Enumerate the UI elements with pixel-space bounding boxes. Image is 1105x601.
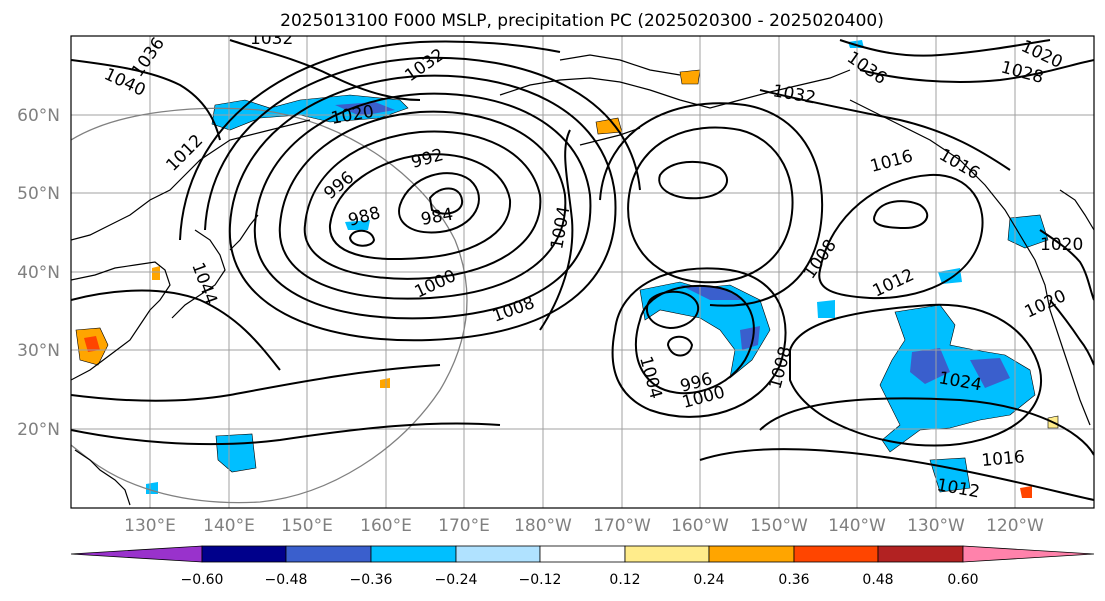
coastlines bbox=[71, 54, 1094, 506]
lon-label: 130°W bbox=[907, 516, 965, 536]
colorbar-tick-labels: −0.60 −0.48 −0.36 −0.24 −0.12 0.12 0.24 … bbox=[181, 572, 979, 588]
colorbar-segment bbox=[624, 545, 710, 563]
contour-label: 1032 bbox=[250, 29, 293, 49]
colorbar-segments bbox=[70, 545, 1095, 563]
lon-label: 150°E bbox=[281, 516, 333, 536]
lon-label: 130°E bbox=[124, 516, 176, 536]
lon-label: 170°W bbox=[593, 516, 651, 536]
colorbar-segment bbox=[962, 545, 1095, 563]
colorbar-tick-label: 0.24 bbox=[693, 572, 724, 588]
colorbar-tick-label: 0.12 bbox=[609, 572, 640, 588]
colorbar-segment bbox=[793, 545, 879, 563]
colorbar-tick-label: −0.24 bbox=[435, 572, 478, 588]
map-frame bbox=[70, 35, 1095, 509]
lon-label: 170°E bbox=[438, 516, 490, 536]
lat-label: 20°N bbox=[17, 420, 60, 440]
colorbar-segment bbox=[70, 545, 203, 563]
colorbar-tick-label: 0.36 bbox=[778, 572, 809, 588]
lat-label: 40°N bbox=[17, 263, 60, 283]
colorbar-tick-label: −0.36 bbox=[350, 572, 393, 588]
lat-label: 50°N bbox=[17, 184, 60, 204]
lat-label: 30°N bbox=[17, 341, 60, 361]
lon-label: 150°W bbox=[750, 516, 808, 536]
longitude-labels: 130°E 140°E 150°E 160°E 170°E 180°W 170°… bbox=[124, 516, 1044, 536]
contour-label: 1020 bbox=[1040, 235, 1083, 255]
colorbar-tick-label: −0.60 bbox=[181, 572, 224, 588]
colorbar-tick-label: −0.48 bbox=[265, 572, 308, 588]
lon-label: 180°W bbox=[514, 516, 572, 536]
isobar-contours bbox=[71, 39, 1094, 501]
lon-label: 140°E bbox=[203, 516, 255, 536]
colorbar-segment bbox=[708, 545, 795, 563]
colorbar-tick-label: −0.12 bbox=[519, 572, 562, 588]
colorbar: −0.60 −0.48 −0.36 −0.24 −0.12 0.12 0.24 … bbox=[70, 545, 1095, 588]
lon-label: 140°W bbox=[828, 516, 886, 536]
lon-label: 120°W bbox=[986, 516, 1044, 536]
lon-label: 160°W bbox=[671, 516, 729, 536]
graticule bbox=[71, 36, 1094, 508]
colorbar-segment bbox=[370, 545, 457, 563]
lon-label: 160°E bbox=[360, 516, 412, 536]
colorbar-tick-label: 0.48 bbox=[862, 572, 893, 588]
colorbar-tick-label: 0.60 bbox=[947, 572, 978, 588]
figure-title: 2025013100 F000 MSLP, precipitation PC (… bbox=[280, 11, 884, 31]
contour-label: 1016 bbox=[981, 447, 1026, 471]
lat-label: 60°N bbox=[17, 106, 60, 126]
colorbar-segment bbox=[285, 545, 372, 563]
map-area: 1032 1036 1040 1032 1020 1036 1032 1016 … bbox=[71, 29, 1094, 508]
latitude-labels: 60°N 50°N 40°N 30°N 20°N bbox=[17, 106, 60, 440]
colorbar-segment bbox=[201, 545, 287, 563]
colorbar-segment bbox=[539, 545, 626, 563]
colorbar-segment bbox=[455, 545, 541, 563]
colorbar-segment bbox=[877, 545, 964, 563]
